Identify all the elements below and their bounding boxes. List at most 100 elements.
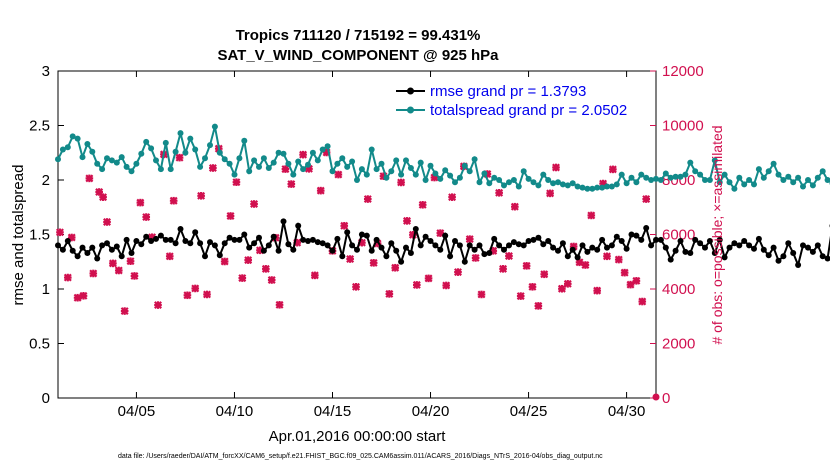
chart-title-line2: SAT_V_WIND_COMPONENT @ 925 hPa [217, 47, 499, 64]
obs-point [183, 291, 192, 300]
rmse-point [403, 244, 409, 251]
rmse-point [491, 235, 498, 242]
rmse-point [550, 244, 557, 251]
totalspread-point [437, 175, 444, 182]
legend-label-spread: totalspread grand pr = 2.0502 [430, 102, 627, 119]
obs-point [142, 213, 151, 222]
rmse-point [383, 253, 390, 260]
rmse-point [790, 250, 797, 256]
rmse-point [775, 257, 782, 264]
obs-point [238, 274, 247, 283]
obs-point [620, 268, 629, 277]
totalspread-point [564, 182, 571, 189]
y-left-tick-label: 2.5 [29, 118, 50, 135]
x-tick-label: 04/05 [118, 403, 156, 420]
totalspread-point [471, 156, 478, 163]
obs-point [281, 165, 290, 174]
rmse-point [751, 245, 757, 252]
rmse-point [417, 242, 424, 249]
totalspread-point [760, 174, 767, 181]
rmse-point [770, 244, 777, 251]
rmse-point [118, 253, 125, 260]
totalspread-point [74, 135, 81, 142]
rmse-point [148, 238, 155, 244]
rmse-point [814, 242, 821, 249]
rmse-point [667, 256, 674, 263]
line-series [55, 123, 830, 269]
legend-marker-spread [407, 106, 414, 114]
totalspread-point [324, 143, 331, 150]
totalspread-point [373, 166, 380, 173]
totalspread-point [251, 157, 258, 164]
rmse-point [628, 231, 635, 238]
rmse-point [182, 238, 189, 244]
totalspread-point [162, 139, 169, 146]
rmse-point [648, 242, 655, 249]
totalspread-point [368, 146, 375, 153]
obs-point [114, 266, 123, 275]
totalspread-point [510, 177, 517, 183]
rmse-point [540, 241, 547, 248]
totalspread-point [515, 183, 522, 190]
totalspread-point [349, 158, 356, 165]
rmse-point [662, 244, 669, 251]
totalspread-point [800, 183, 806, 190]
obs-point [197, 191, 206, 200]
totalspread-point [378, 160, 385, 167]
totalspread-point [167, 166, 174, 173]
obs-point [275, 300, 284, 309]
rmse-point [711, 250, 718, 256]
rmse-point [677, 238, 684, 244]
rmse-point [309, 236, 316, 243]
totalspread-point [476, 179, 483, 186]
totalspread-point [677, 173, 684, 180]
totalspread-point [108, 157, 115, 164]
y-left-tick-label: 0.5 [29, 336, 50, 353]
totalspread-point [305, 161, 311, 168]
totalspread-point [608, 183, 615, 190]
totalspread-point [814, 174, 821, 181]
rmse-point [795, 262, 802, 268]
obs-point [369, 258, 378, 267]
rmse-point [741, 238, 748, 244]
obs-point [528, 282, 537, 291]
rmse-point [589, 244, 596, 251]
totalspread-point [153, 157, 159, 164]
obs-point [267, 276, 276, 284]
totalspread-point [246, 168, 253, 175]
rmse-point [153, 235, 159, 242]
rmse-point [113, 243, 120, 250]
totalspread-point [604, 183, 610, 190]
rmse-point [599, 236, 606, 243]
rmse-point [800, 242, 806, 249]
totalspread-point [765, 168, 772, 175]
totalspread-point [143, 138, 150, 145]
rmse-point [123, 236, 130, 243]
totalspread-point [574, 183, 581, 190]
obs-point [593, 286, 602, 295]
rmse-point [692, 236, 699, 243]
totalspread-point [628, 174, 635, 181]
rmse-point [461, 258, 468, 265]
totalspread-point [285, 160, 292, 167]
rmse-point [765, 252, 772, 259]
totalspread-point [692, 168, 699, 175]
totalspread-point [295, 158, 302, 165]
totalspread-point [721, 171, 728, 178]
rmse-point [69, 247, 76, 254]
rmse-point [84, 250, 91, 256]
totalspread-point [755, 166, 762, 173]
totalspread-point [422, 177, 429, 183]
rmse-point [525, 238, 532, 244]
obs-point [136, 198, 145, 207]
totalspread-point [270, 159, 277, 166]
rmse-point [314, 239, 321, 246]
y-axis-left: 0 0.5 1 1.5 2 2.5 3 [29, 63, 64, 407]
rmse-point [535, 234, 542, 241]
totalspread-point [648, 177, 655, 183]
totalspread-point [412, 171, 419, 178]
y-right-tick-label: 10000 [662, 118, 704, 135]
obs-point [85, 174, 94, 183]
totalspread-point [236, 155, 243, 162]
rmse-point [613, 233, 620, 240]
